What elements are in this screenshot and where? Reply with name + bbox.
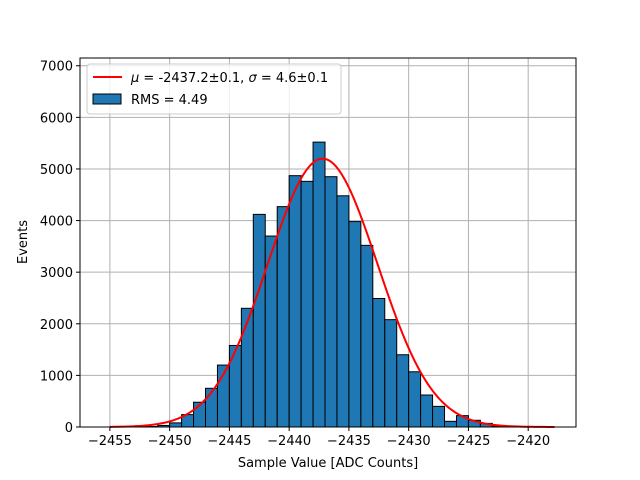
histogram-bar (204, 387, 218, 428)
gaussian-fit-curve (109, 157, 555, 428)
y-axis-label: Events (16, 220, 31, 264)
x-axis-ticks: −2455 −2450 −2445 −2440 −2435 −2430 −2425 −2420 (88, 427, 550, 449)
y-tick-label: 4000 (40, 215, 73, 230)
y-tick-label: 3000 (40, 266, 73, 281)
histogram-bar (240, 307, 254, 428)
histogram-bar (276, 206, 290, 428)
x-tick-label: −2435 (327, 434, 371, 449)
histogram-bar (384, 319, 398, 428)
legend-box (86, 63, 342, 115)
histogram-bar (252, 213, 266, 428)
y-axis-ticks: 0 1000 2000 3000 4000 5000 6000 7000 (40, 60, 80, 436)
histogram-bar (444, 420, 457, 428)
histogram-bar (372, 297, 386, 428)
legend-hist-swatch (92, 93, 122, 105)
y-tick-label: 6000 (40, 111, 73, 126)
legend-fit-label: μ = -2437.2±0.1, σ = 4.6±0.1 (130, 71, 328, 86)
histogram-bar (324, 176, 338, 428)
histogram-bar (420, 394, 434, 428)
histogram-bar (432, 405, 446, 428)
x-tick-label: −2420 (506, 434, 550, 449)
x-tick-label: −2445 (207, 434, 251, 449)
histogram-bar (312, 141, 326, 428)
histogram-bars (145, 141, 505, 428)
histogram-bar (336, 195, 350, 428)
y-tick-label: 7000 (40, 60, 73, 75)
x-tick-label: −2450 (148, 434, 192, 449)
histogram-bar (396, 354, 410, 428)
x-tick-label: −2455 (88, 434, 132, 449)
x-axis-label: Sample Value [ADC Counts] (238, 456, 418, 471)
histogram-bar (408, 371, 422, 428)
legend: μ = -2437.2±0.1, σ = 4.6±0.1 RMS = 4.49 (86, 63, 342, 115)
x-tick-label: −2425 (446, 434, 490, 449)
legend-hist-label: RMS = 4.49 (131, 93, 208, 108)
x-tick-label: −2430 (387, 434, 431, 449)
histogram-bar (300, 180, 314, 428)
histogram-bar (288, 175, 302, 428)
y-tick-label: 1000 (40, 369, 73, 384)
y-tick-label: 0 (65, 421, 73, 436)
y-tick-label: 2000 (40, 318, 73, 333)
histogram-bar (169, 422, 183, 428)
x-tick-label: −2440 (267, 434, 311, 449)
histogram-bar (360, 244, 374, 428)
y-tick-label: 5000 (40, 163, 73, 178)
plot-frame (79, 57, 577, 428)
histogram-bar (348, 221, 362, 428)
